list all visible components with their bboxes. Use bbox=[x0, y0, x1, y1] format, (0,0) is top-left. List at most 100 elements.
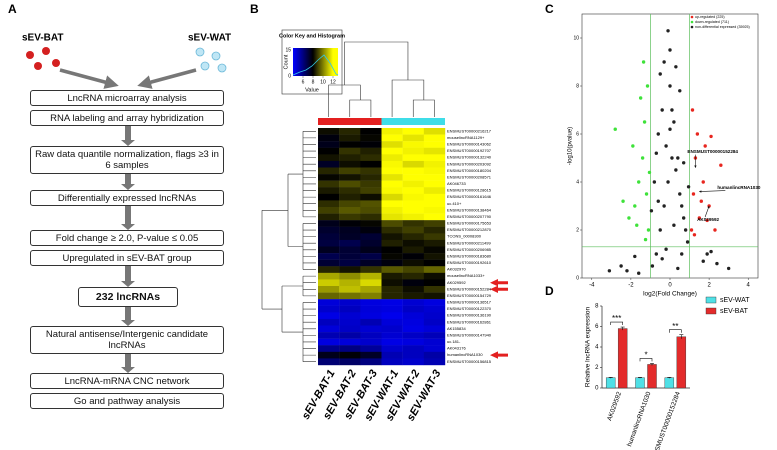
flow-step: Differentially expressed lncRNAs bbox=[30, 190, 224, 206]
significance-bracket bbox=[610, 321, 623, 326]
heatmap-cell bbox=[339, 239, 361, 247]
heatmap-cell bbox=[360, 200, 382, 208]
point bbox=[701, 259, 705, 263]
heatmap-cell bbox=[318, 351, 340, 359]
heatmap-cell bbox=[381, 134, 403, 142]
heatmap-cell bbox=[339, 325, 361, 333]
heatmap-cell bbox=[381, 332, 403, 339]
panel-label: C bbox=[545, 2, 554, 16]
group-bar bbox=[318, 118, 382, 125]
heatmap-cell bbox=[318, 174, 340, 181]
row-label: AK046733 bbox=[447, 181, 466, 186]
point bbox=[613, 127, 617, 131]
heatmap-cell bbox=[423, 338, 446, 346]
point bbox=[654, 151, 659, 155]
point bbox=[635, 223, 639, 227]
heatmap-cell bbox=[360, 259, 382, 267]
heatmap-cell bbox=[423, 187, 446, 195]
heatmap-cell bbox=[402, 239, 425, 247]
heatmap-cell bbox=[402, 167, 425, 175]
heatmap-cell bbox=[360, 134, 382, 142]
flow-arrow bbox=[121, 307, 135, 326]
legend-swatch bbox=[705, 296, 717, 304]
heatmap-cell bbox=[339, 358, 361, 366]
heatmap-cell bbox=[318, 259, 340, 267]
heatmap-cell bbox=[339, 147, 361, 155]
color-key bbox=[281, 29, 343, 95]
row-label: ENSMUST00000161646 bbox=[447, 194, 492, 199]
heatmap-cell bbox=[339, 233, 361, 241]
heatmap-cell bbox=[381, 259, 403, 267]
heatmap-cell bbox=[339, 213, 361, 221]
key-tick-label: 15 bbox=[285, 47, 291, 53]
key-ylabel: Count bbox=[283, 54, 289, 69]
heatmap-cell bbox=[423, 246, 446, 254]
heatmap-cell bbox=[423, 318, 446, 326]
row-label: AK043176 bbox=[447, 346, 466, 351]
row-label: ENSMUST00000147940 bbox=[447, 332, 492, 337]
heatmap-cell bbox=[318, 134, 340, 142]
key-tick-label: 10 bbox=[320, 79, 326, 85]
dendrogram bbox=[302, 223, 316, 270]
heatmap-cell bbox=[402, 193, 425, 201]
error-bar bbox=[667, 376, 672, 379]
heatmap-cell bbox=[402, 207, 425, 214]
y-axis-label: -log10(pvalue) bbox=[568, 127, 574, 165]
heatmap-cell bbox=[402, 147, 425, 155]
row-label: uc.181- bbox=[447, 339, 461, 344]
row-label: ENSMUST00000203092 bbox=[447, 161, 492, 166]
point bbox=[666, 29, 670, 33]
heatmap-cell bbox=[402, 220, 425, 227]
heatmap-cell bbox=[381, 312, 403, 320]
row-label: TCONS_00008300 bbox=[447, 234, 482, 239]
bar bbox=[664, 377, 675, 389]
point bbox=[709, 249, 713, 254]
point bbox=[709, 134, 713, 139]
heatmap-cell bbox=[339, 351, 361, 359]
flow-arrow bbox=[121, 126, 135, 146]
heatmap-cell bbox=[360, 160, 382, 168]
heatmap-cell bbox=[402, 305, 425, 313]
point bbox=[649, 209, 654, 213]
y-axis-label: Relative lncRNA expression bbox=[585, 307, 592, 388]
y-tick-label: 4 bbox=[595, 345, 599, 351]
group-bar bbox=[381, 118, 445, 125]
heatmap-cell bbox=[402, 154, 425, 162]
legend-marker bbox=[690, 25, 694, 29]
point bbox=[672, 223, 676, 227]
heatmap-cell bbox=[360, 207, 382, 214]
heatmap-cell bbox=[423, 259, 446, 267]
bar bbox=[676, 336, 687, 389]
heatmap-cell bbox=[381, 246, 403, 254]
bar bbox=[635, 377, 645, 389]
point bbox=[705, 252, 709, 256]
heatmap-cell bbox=[381, 180, 403, 188]
y-tick-label: 8 bbox=[576, 83, 579, 89]
bar bbox=[617, 328, 628, 389]
heatmap-cell bbox=[318, 279, 340, 287]
point bbox=[681, 161, 686, 165]
heatmap-cell bbox=[423, 299, 446, 306]
heatmap-cell bbox=[339, 259, 361, 267]
significance-label: ** bbox=[672, 322, 678, 331]
heatmap-cell bbox=[339, 226, 361, 234]
y-tick-label: 2 bbox=[576, 227, 579, 233]
dendrogram bbox=[281, 285, 303, 333]
heatmap-cell bbox=[381, 193, 403, 201]
legend-label: down-regulated (711) bbox=[695, 20, 729, 24]
row-label: ENSMUST00000162861 bbox=[447, 319, 492, 324]
heatmap-cell bbox=[423, 213, 446, 221]
row-label: ENSMUST00000136517 bbox=[447, 300, 492, 305]
row-label: ENSMUST00000156815 bbox=[447, 359, 492, 364]
key-title: Color Key and Histogram bbox=[279, 33, 345, 39]
point bbox=[681, 216, 686, 220]
key-tick-label: 0 bbox=[288, 73, 291, 79]
x-axis-label: log2(Fold Change) bbox=[643, 291, 697, 298]
flow-step: LncRNA microarray analysis bbox=[30, 90, 224, 106]
key-xlabel: Value bbox=[305, 87, 319, 93]
y-tick-label: 6 bbox=[576, 131, 579, 137]
point bbox=[660, 257, 664, 261]
error-bar bbox=[620, 326, 625, 331]
point bbox=[621, 199, 625, 203]
heatmap-cell bbox=[318, 246, 340, 254]
